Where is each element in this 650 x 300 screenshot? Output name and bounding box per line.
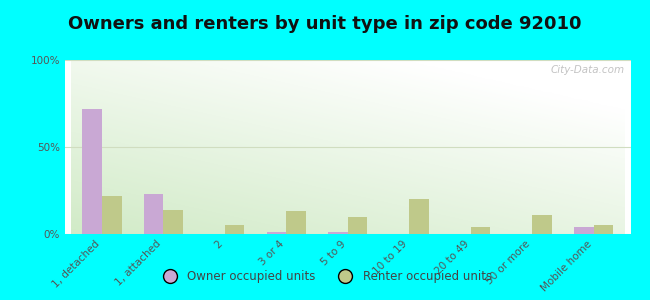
Bar (225, 225, 244, 234)
Bar (102, 196, 122, 234)
Bar (328, 232, 348, 234)
Bar (163, 210, 183, 234)
Bar (574, 227, 593, 234)
Bar (348, 217, 367, 234)
Text: Owners and renters by unit type in zip code 92010: Owners and renters by unit type in zip c… (68, 15, 582, 33)
Bar (266, 232, 286, 234)
Bar (410, 199, 429, 234)
Bar (82, 109, 102, 234)
Bar (471, 227, 490, 234)
Bar (593, 225, 614, 234)
Bar (532, 215, 552, 234)
Legend: Owner occupied units, Renter occupied units: Owner occupied units, Renter occupied un… (153, 266, 497, 288)
Bar (144, 194, 163, 234)
Text: City-Data.com: City-Data.com (551, 65, 625, 75)
Bar (286, 212, 306, 234)
